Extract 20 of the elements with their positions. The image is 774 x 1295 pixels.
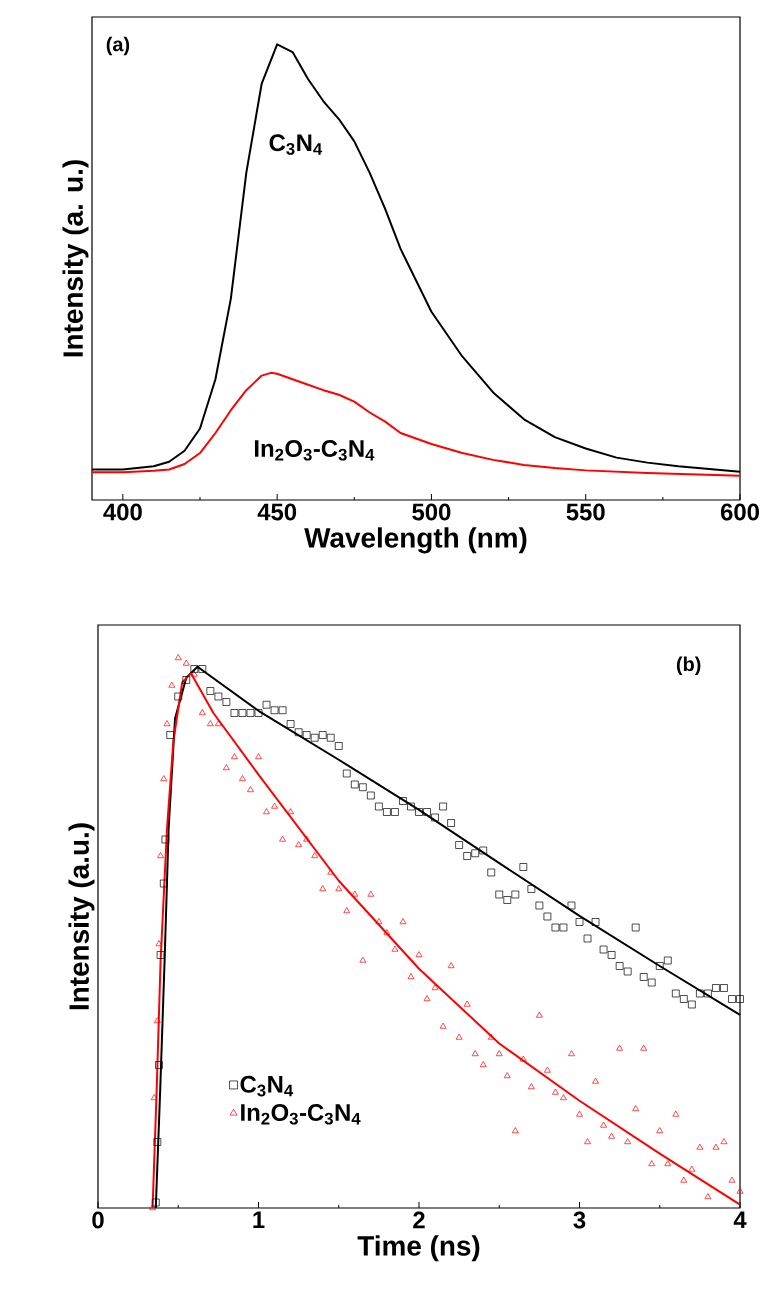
series-label: In$_{2}$O$_{3}$-C$_{3}$N$_{4}$ bbox=[254, 440, 375, 461]
annotation: (b) bbox=[676, 656, 701, 676]
x-tick-label: 550 bbox=[566, 503, 605, 521]
x-axis-title: Wavelength (nm) bbox=[304, 527, 527, 554]
series-label: C$_{3}$N$_{4}$ bbox=[269, 134, 323, 155]
x-tick-label: 4 bbox=[733, 1211, 747, 1228]
x-axis-title: Time (ns) bbox=[357, 1235, 480, 1262]
x-tick-label: 500 bbox=[412, 503, 451, 521]
x-tick-label: 450 bbox=[257, 503, 297, 521]
y-axis-title: Intensity (a. u.) bbox=[62, 160, 89, 357]
x-tick-label: 0 bbox=[92, 1211, 104, 1229]
legend-label: C$_{3}$N$_{4}$ bbox=[240, 1075, 294, 1097]
x-tick-label: 2 bbox=[413, 1211, 425, 1229]
x-tick-label: 1 bbox=[253, 1211, 265, 1228]
annotation: (a) bbox=[106, 36, 130, 56]
y-axis-title: Intensity (a.u.) bbox=[68, 823, 95, 1010]
x-tick-label: 3 bbox=[573, 1211, 586, 1229]
legend-label: In$_{2}$O$_{3}$-C$_{3}$N$_{4}$ bbox=[241, 1104, 361, 1125]
x-tick-label: 400 bbox=[103, 503, 142, 521]
x-tick-label: 600 bbox=[720, 503, 759, 521]
